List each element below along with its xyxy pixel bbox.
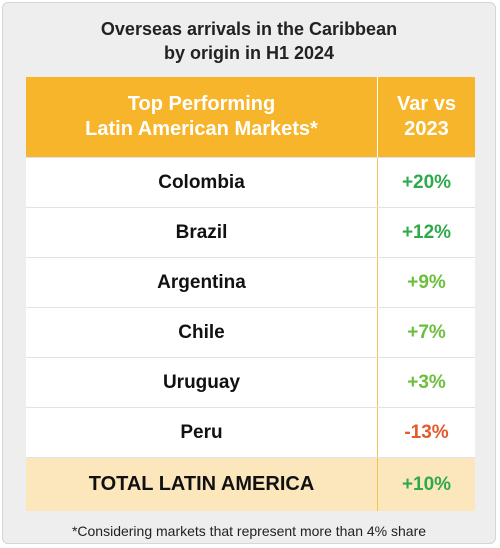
market-variation: +20% [377, 158, 475, 207]
table-row: Uruguay +3% [26, 357, 475, 407]
market-variation: +3% [377, 358, 475, 407]
table-row: Colombia +20% [26, 157, 475, 207]
table-row: Chile +7% [26, 307, 475, 357]
table-header: Top Performing Latin American Markets* V… [26, 77, 475, 157]
header-variation-line-2: 2023 [404, 118, 449, 140]
market-variation: +7% [377, 308, 475, 357]
header-variation: Var vs 2023 [377, 77, 475, 157]
markets-table: Top Performing Latin American Markets* V… [26, 77, 475, 511]
market-name: Uruguay [162, 371, 241, 393]
header-markets-line-1: Top Performing [127, 93, 276, 115]
market-name: Argentina [157, 271, 246, 293]
total-label: TOTAL LATIN AMERICA [88, 473, 315, 495]
market-name: Peru [180, 421, 223, 443]
table-row: Brazil +12% [26, 207, 475, 257]
market-name: Colombia [158, 171, 245, 193]
infographic-card: Overseas arrivals in the Caribbean by or… [2, 2, 496, 544]
title-line-1: Overseas arrivals in the Caribbean [100, 19, 398, 39]
market-name: Chile [178, 321, 225, 343]
market-variation: +9% [377, 258, 475, 307]
total-row: TOTAL LATIN AMERICA +10% [26, 457, 475, 511]
total-variation: +10% [377, 458, 475, 511]
header-variation-line-1: Var vs [397, 93, 456, 115]
title-line-2: by origin in H1 2024 [163, 43, 335, 63]
market-name: Brazil [175, 221, 228, 243]
table-row: Peru -13% [26, 407, 475, 457]
table-row: Argentina +9% [26, 257, 475, 307]
header-markets-line-2: Latin American Markets* [85, 118, 318, 140]
footnote: *Considering markets that represent more… [71, 523, 427, 539]
market-variation: -13% [377, 408, 475, 457]
header-markets: Top Performing Latin American Markets* [26, 77, 377, 157]
chart-title: Overseas arrivals in the Caribbean by or… [3, 17, 495, 65]
market-variation: +12% [377, 208, 475, 257]
